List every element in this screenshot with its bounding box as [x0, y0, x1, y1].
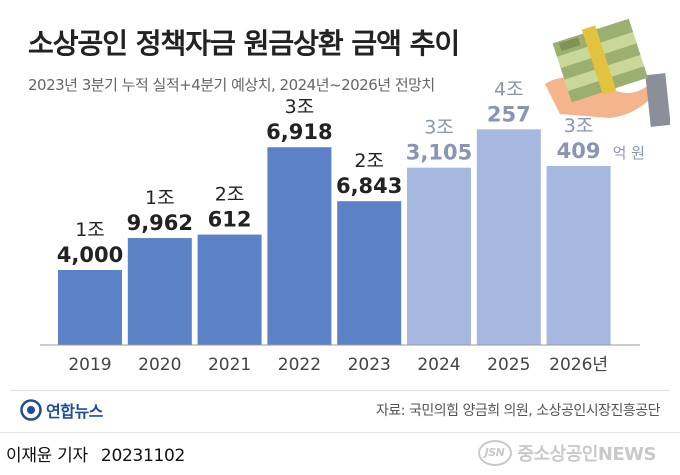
- data-label-top: 3조: [424, 117, 454, 139]
- x-tick-label: 2025: [487, 355, 530, 375]
- bar-2020: [127, 238, 192, 345]
- data-label-top: 3조: [285, 96, 315, 118]
- watermark: JSN 중소상공인NEWS: [477, 440, 657, 466]
- bar-chart: 1조4,00020191조9,96220202조61220213조6,91820…: [40, 78, 645, 375]
- data-label-bottom: 3,105: [406, 141, 472, 165]
- bar-2021: [197, 234, 262, 345]
- x-tick-label: 2026년: [549, 355, 608, 375]
- x-tick-label: 2024: [417, 355, 460, 375]
- data-label-bottom: 6,918: [266, 120, 332, 144]
- unit-label: 억 원: [613, 144, 645, 162]
- reporter-line: 이재윤 기자 20231102: [6, 441, 185, 466]
- data-label-bottom: 6,843: [336, 174, 402, 198]
- reporter-name: 이재윤 기자: [6, 446, 88, 466]
- chart-title: 소상공인 정책자금 원금상환 금액 추이: [28, 27, 460, 60]
- agency-logo-icon: [20, 399, 42, 421]
- publish-date: 20231102: [100, 446, 186, 466]
- bar-2026년: [546, 166, 611, 345]
- footer-divider: [10, 390, 670, 391]
- bar-2025: [476, 129, 541, 345]
- x-tick-label: 2022: [278, 355, 321, 375]
- data-label-top: 2조: [215, 184, 245, 206]
- bar-2024: [407, 167, 471, 345]
- x-tick-label: 2021: [208, 355, 251, 375]
- bar-2022: [267, 147, 332, 345]
- data-label-bottom: 409: [557, 139, 601, 163]
- data-label-top: 2조: [354, 150, 384, 172]
- x-tick-label: 2023: [348, 355, 391, 375]
- data-label-top: 4조: [494, 78, 524, 100]
- watermark-badge: JSN: [477, 440, 512, 466]
- data-label-top: 1조: [75, 219, 105, 241]
- data-label-top: 3조: [564, 115, 594, 137]
- data-label-bottom: 9,962: [127, 211, 193, 235]
- bar-2019: [58, 270, 122, 345]
- watermark-text: 중소상공인NEWS: [517, 444, 657, 465]
- money-hand-icon: [545, 18, 670, 127]
- x-tick-label: 2019: [68, 355, 111, 375]
- x-tick-label: 2020: [138, 355, 181, 375]
- chart-subtitle: 2023년 3분기 누적 실적+4분기 예상치, 2024년~2026년 전망치: [28, 76, 435, 94]
- data-label-bottom: 257: [487, 102, 531, 126]
- data-label-bottom: 612: [208, 208, 252, 232]
- agency-name: 연합뉴스: [46, 402, 103, 421]
- agency-logo: 연합뉴스: [20, 398, 103, 422]
- data-label-top: 1조: [145, 187, 175, 209]
- data-label-bottom: 4,000: [57, 243, 123, 267]
- bar-2023: [337, 201, 402, 345]
- bottom-strip: [0, 432, 680, 475]
- source-note: 자료: 국민의힘 양금희 의원, 소상공인시장진흥공단: [376, 403, 660, 419]
